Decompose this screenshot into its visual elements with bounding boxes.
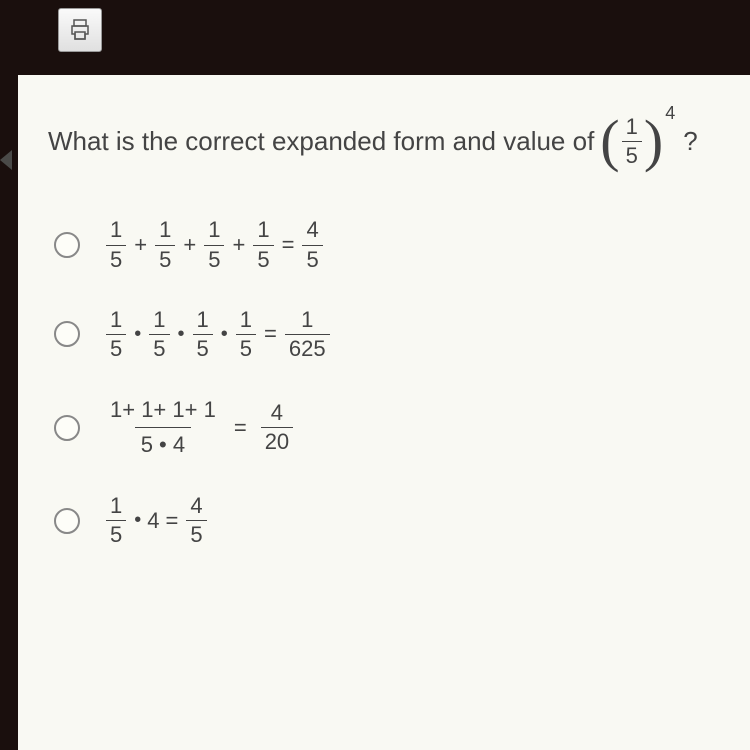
option-1-expr: 15 + 15 + 15 + 15 = 45 <box>104 218 325 271</box>
option-2[interactable]: 15 • 15 • 15 • 15 = 1625 <box>54 308 730 361</box>
exponent: 4 <box>665 103 675 124</box>
option-1[interactable]: 15 + 15 + 15 + 15 = 45 <box>54 218 730 271</box>
question-mark: ? <box>683 126 697 157</box>
print-button[interactable] <box>58 8 102 52</box>
radio-1[interactable] <box>54 232 80 258</box>
option-4-expr: 15 • 4 = 45 <box>104 494 209 547</box>
radio-3[interactable] <box>54 415 80 441</box>
right-paren: ) <box>644 118 663 164</box>
question-expression: ( 1 5 ) 4 <box>600 115 673 168</box>
left-arrow-icon <box>0 150 12 170</box>
print-icon <box>68 19 92 41</box>
base-fraction: 1 5 <box>622 115 642 168</box>
options-list: 15 + 15 + 15 + 15 = 45 15 • 15 • 15 • 15 <box>54 218 730 547</box>
option-3[interactable]: 1+ 1+ 1+ 1 5 • 4 = 420 <box>54 397 730 458</box>
question-panel: What is the correct expanded form and va… <box>18 75 750 750</box>
radio-2[interactable] <box>54 321 80 347</box>
option-4[interactable]: 15 • 4 = 45 <box>54 494 730 547</box>
radio-4[interactable] <box>54 508 80 534</box>
question-text-row: What is the correct expanded form and va… <box>48 115 730 168</box>
left-paren: ( <box>600 118 619 164</box>
question-prefix: What is the correct expanded form and va… <box>48 126 594 157</box>
option-2-expr: 15 • 15 • 15 • 15 = 1625 <box>104 308 332 361</box>
option-3-expr: 1+ 1+ 1+ 1 5 • 4 = 420 <box>104 397 295 458</box>
